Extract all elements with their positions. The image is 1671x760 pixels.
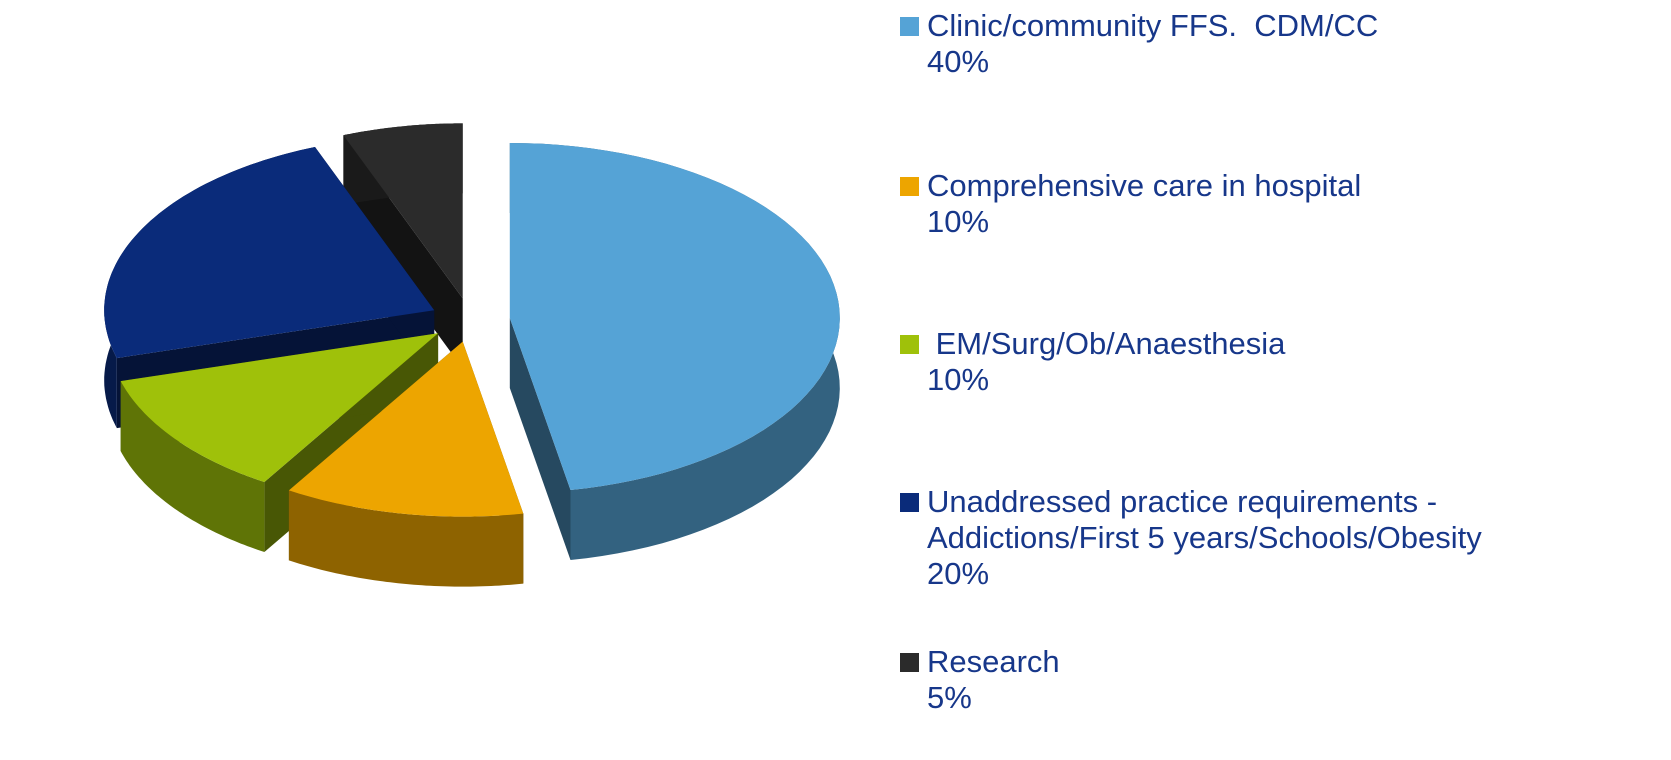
value-label: 10% bbox=[927, 362, 990, 397]
legend-swatch bbox=[900, 17, 919, 36]
legend-entry: Clinic/community FFS. CDM/CC 40% bbox=[900, 8, 1587, 80]
slice bbox=[104, 147, 435, 359]
slice-side bbox=[120, 381, 265, 552]
slice bbox=[343, 123, 463, 299]
legend-entry: Unaddressed practice requirements - Addi… bbox=[900, 484, 1587, 592]
legend-label: Research bbox=[927, 644, 1060, 679]
legend-label: EM/Surg/Ob/Anaesthesia bbox=[927, 326, 1286, 361]
legend-text: Comprehensive care in hospital 10% bbox=[927, 168, 1587, 240]
value-label: 40% bbox=[927, 44, 990, 79]
slice bbox=[120, 333, 439, 482]
legend-text: Clinic/community FFS. CDM/CC 40% bbox=[927, 8, 1587, 80]
legend-entry: Comprehensive care in hospital 10% bbox=[900, 168, 1587, 240]
legend-text: Unaddressed practice requirements - Addi… bbox=[927, 484, 1587, 592]
value-label: 5% bbox=[927, 680, 972, 715]
slice bbox=[509, 143, 840, 490]
legend-entry: EM/Surg/Ob/Anaesthesia 10% bbox=[900, 326, 1587, 398]
slice-side bbox=[509, 318, 571, 560]
legend-swatch bbox=[900, 177, 919, 196]
slice bbox=[288, 341, 524, 517]
legend-swatch bbox=[900, 335, 919, 354]
slice-side bbox=[288, 490, 524, 587]
value-label: 20% bbox=[927, 556, 990, 591]
legend-text: EM/Surg/Ob/Anaesthesia 10% bbox=[927, 326, 1587, 398]
legend-swatch bbox=[900, 493, 919, 512]
legend-label: Clinic/community FFS. CDM/CC bbox=[927, 8, 1379, 43]
pie-area bbox=[104, 123, 840, 587]
legend-swatch bbox=[900, 653, 919, 672]
legend-entry: Research 5% bbox=[900, 644, 1587, 716]
legend-label: Comprehensive care in hospital bbox=[927, 168, 1362, 203]
value-label: 10% bbox=[927, 204, 990, 239]
legend-text: Research 5% bbox=[927, 644, 1587, 716]
legend-label: Unaddressed practice requirements - Addi… bbox=[927, 484, 1482, 555]
